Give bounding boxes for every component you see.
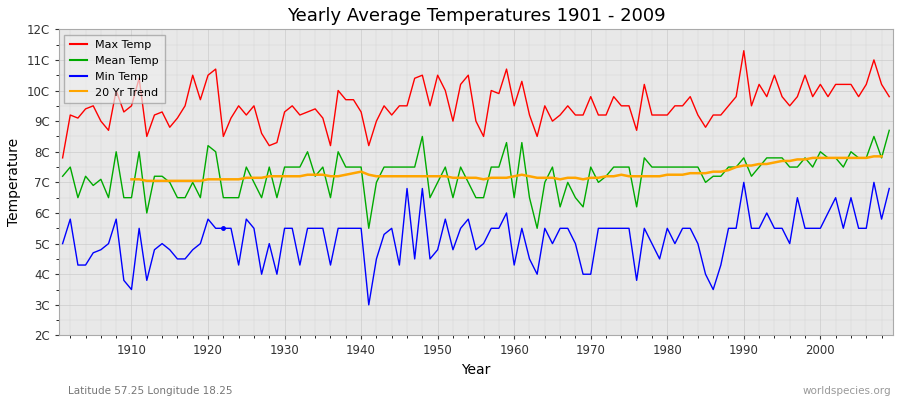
Title: Yearly Average Temperatures 1901 - 2009: Yearly Average Temperatures 1901 - 2009 <box>286 7 665 25</box>
Y-axis label: Temperature: Temperature <box>7 138 21 226</box>
Text: worldspecies.org: worldspecies.org <box>803 386 891 396</box>
Legend: Max Temp, Mean Temp, Min Temp, 20 Yr Trend: Max Temp, Mean Temp, Min Temp, 20 Yr Tre… <box>64 35 165 103</box>
X-axis label: Year: Year <box>461 363 491 377</box>
Text: Latitude 57.25 Longitude 18.25: Latitude 57.25 Longitude 18.25 <box>68 386 232 396</box>
